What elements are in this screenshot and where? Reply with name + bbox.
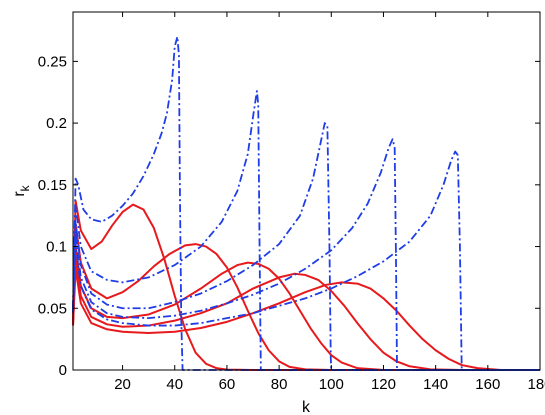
axes-box bbox=[72, 11, 541, 371]
x-tick-label-20: 20 bbox=[114, 376, 131, 393]
series-layer bbox=[72, 35, 540, 371]
y-tick-label-2: 0.1 bbox=[46, 239, 67, 256]
solid-series-line-3 bbox=[72, 245, 540, 371]
dashdot-series-line-6 bbox=[72, 35, 540, 371]
y-axis-label-subscript: k bbox=[18, 184, 32, 191]
tick-layer: 20 40 60 80 100 120 140 160 180 0 0.05 0.1 0.15 0.2 0.… bbox=[38, 12, 545, 393]
x-tick-label-100: 100 bbox=[319, 376, 344, 393]
solid-series-line-5 bbox=[72, 267, 540, 371]
x-tick-label-40: 40 bbox=[166, 376, 183, 393]
y-tick-label-4: 0.2 bbox=[46, 115, 67, 132]
solid-series-line-2 bbox=[72, 223, 540, 371]
dashdot-series-line-7 bbox=[72, 90, 540, 371]
x-tick-label-80: 80 bbox=[271, 376, 288, 393]
y-tick-label-5: 0.25 bbox=[38, 53, 67, 70]
y-axis-label-base: r bbox=[11, 191, 28, 197]
y-tick-label-0: 0 bbox=[59, 362, 67, 379]
x-axis-label: k bbox=[302, 399, 311, 415]
y-tick-label-1: 0.05 bbox=[38, 300, 67, 317]
y-tick-label-3: 0.15 bbox=[38, 177, 67, 194]
x-tick-label-180: 180 bbox=[527, 376, 545, 393]
x-tick-label-60: 60 bbox=[219, 376, 236, 393]
x-tick-label-120: 120 bbox=[371, 376, 396, 393]
x-tick-label-160: 160 bbox=[475, 376, 500, 393]
x-tick-label-140: 140 bbox=[423, 376, 448, 393]
solid-series-line-1 bbox=[72, 199, 540, 371]
dashdot-series-line-8 bbox=[72, 122, 540, 371]
dashdot-series-line-10 bbox=[72, 150, 540, 371]
dashdot-series-line-9 bbox=[72, 138, 540, 371]
y-axis-label: rk bbox=[11, 184, 32, 196]
plot-area bbox=[73, 12, 540, 370]
